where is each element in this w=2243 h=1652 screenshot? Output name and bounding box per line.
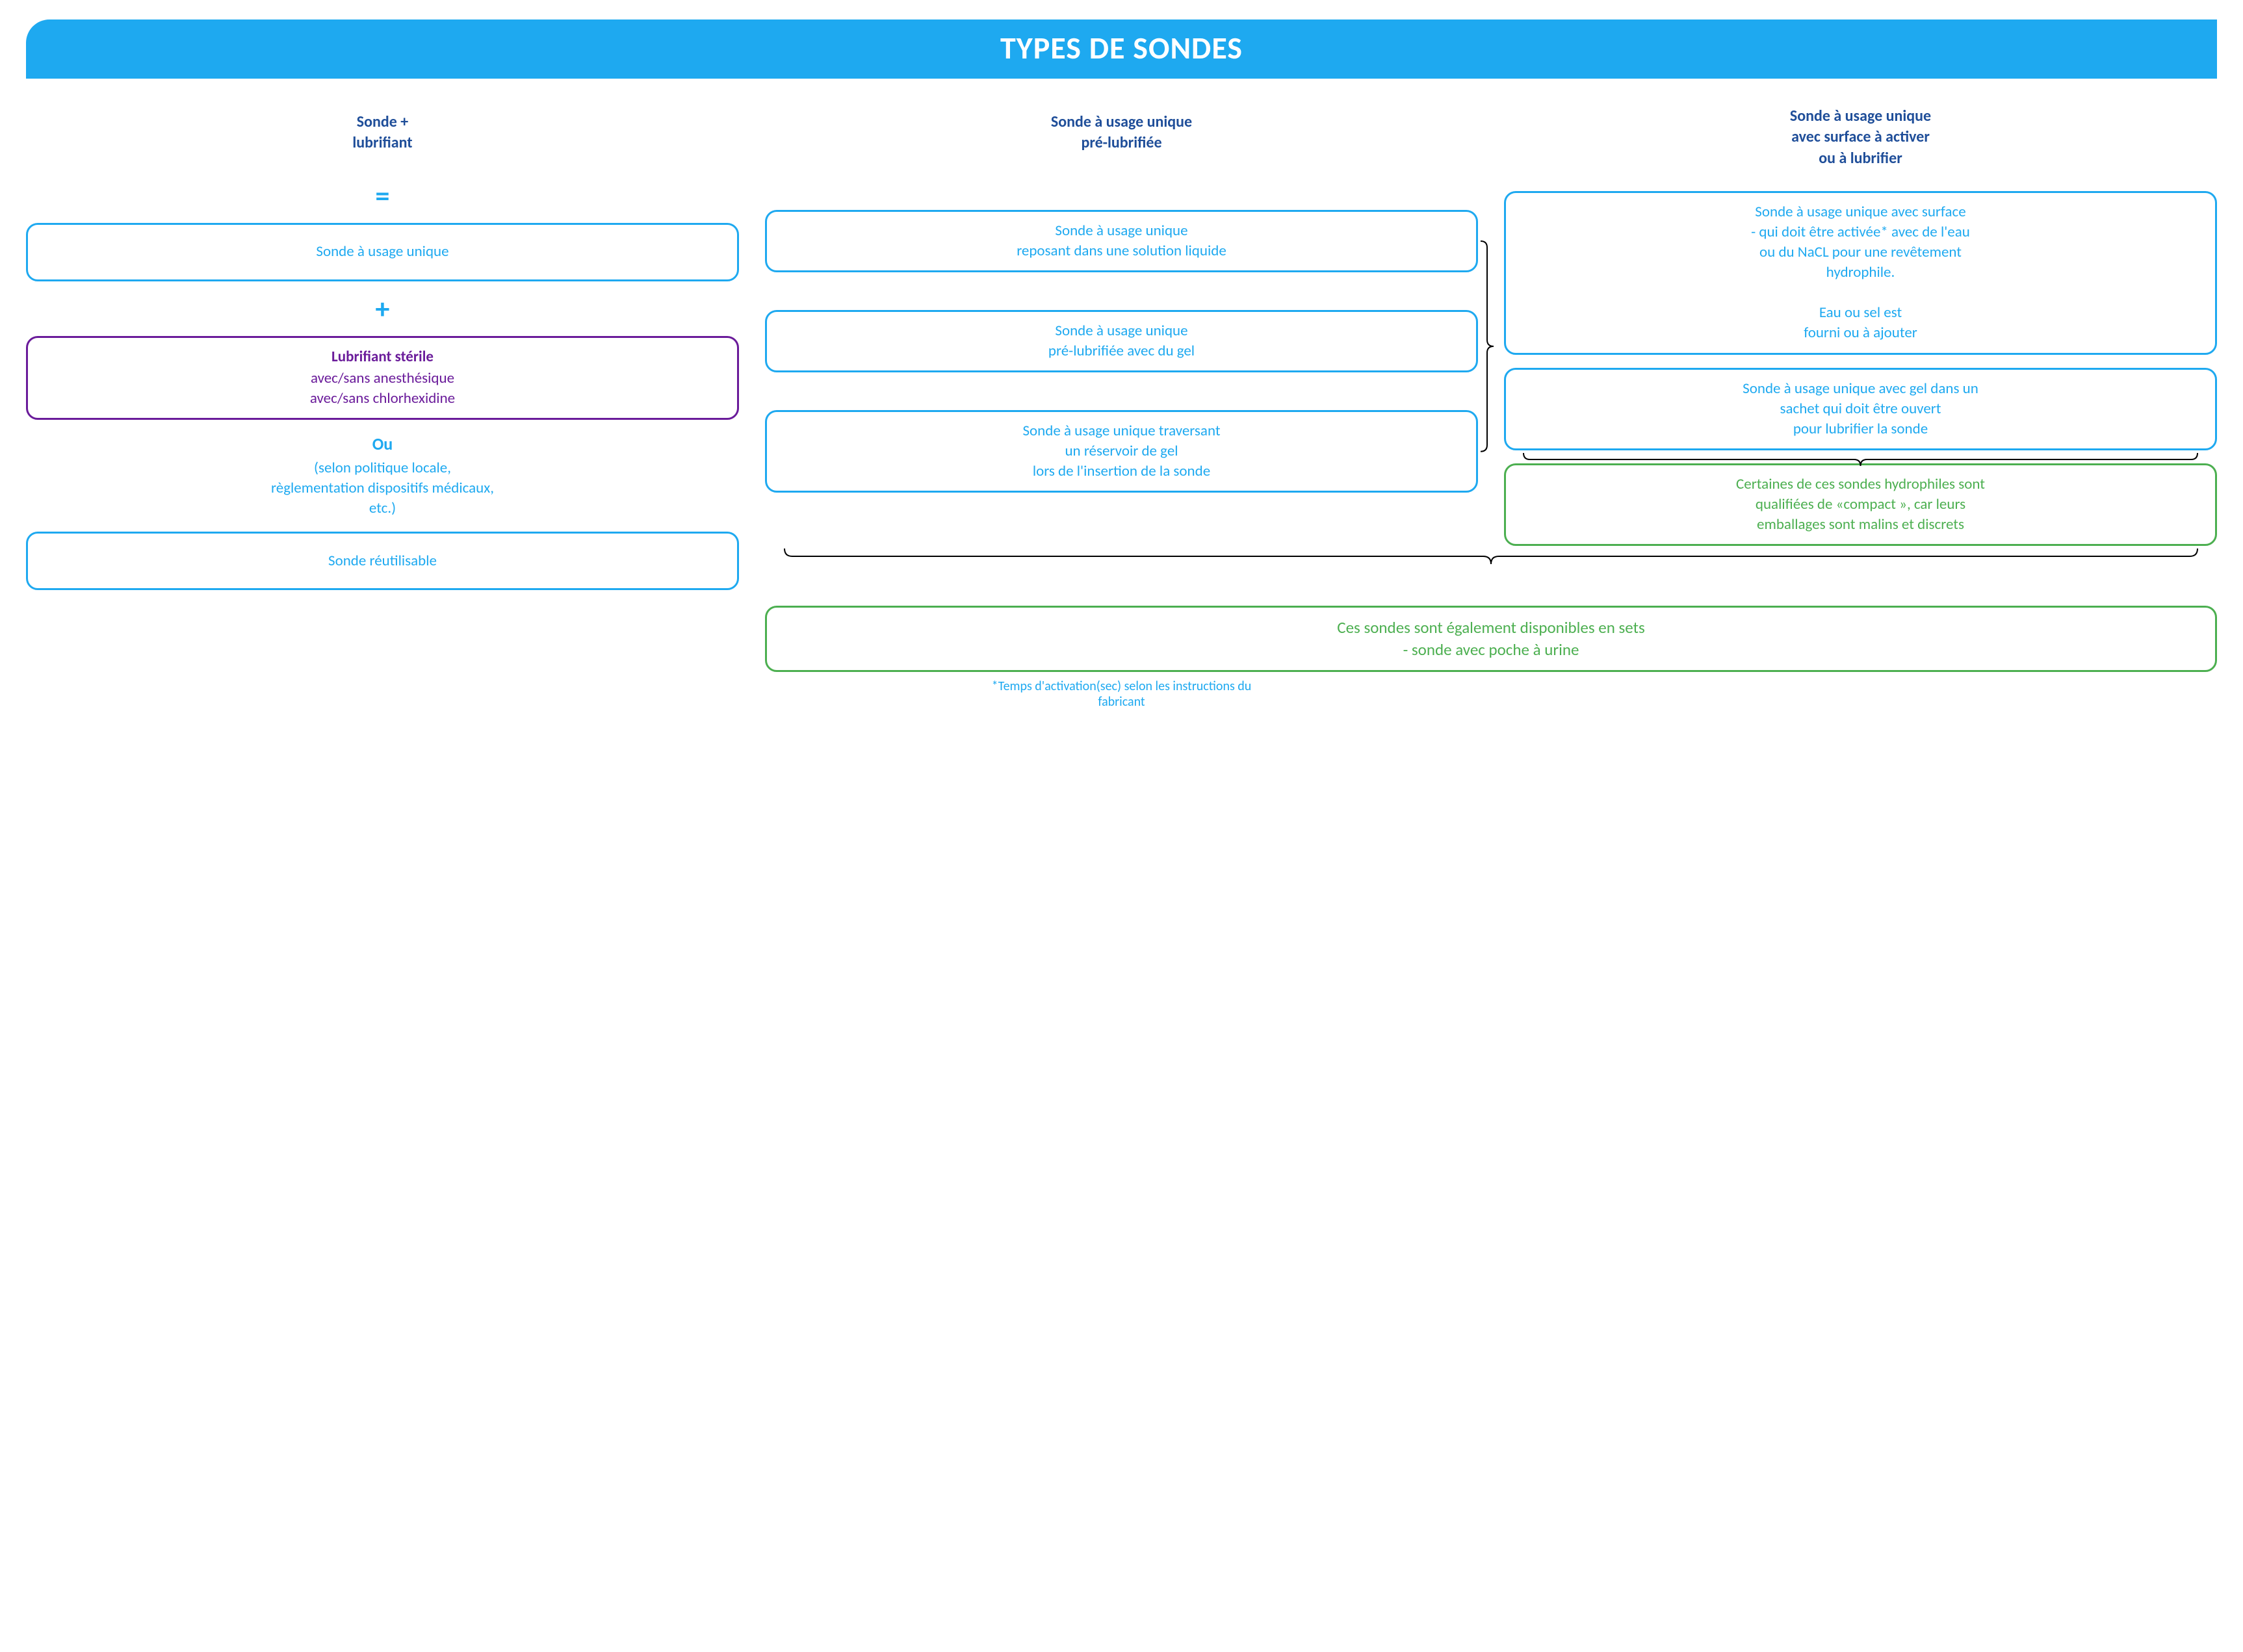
or-label: Ou bbox=[26, 433, 739, 456]
column-3: Sonde à usage uniqueavec surface à activ… bbox=[1504, 97, 2217, 590]
header-col3: Sonde à usage uniqueavec surface à activ… bbox=[1504, 97, 2217, 178]
column-1: Sonde +lubrifiant = Sonde à usage unique… bbox=[26, 97, 739, 590]
col2-box-reservoir-gel: Sonde à usage unique traversantun réserv… bbox=[765, 410, 1478, 493]
or-text: (selon politique locale,règlementation d… bbox=[271, 459, 494, 517]
header-col2: Sonde à usage uniquepré-lubrifiée bbox=[765, 97, 1478, 168]
col1-box-lubrifiant-detail: avec/sans anesthésiqueavec/sans chlorhex… bbox=[40, 368, 725, 409]
or-block: Ou (selon politique locale,règlementatio… bbox=[26, 433, 739, 519]
col1-box-usage-unique: Sonde à usage unique bbox=[26, 223, 739, 281]
col2-box-pre-lubrifiee-gel: Sonde à usage uniquepré-lubrifiée avec d… bbox=[765, 310, 1478, 372]
column-2: Sonde à usage uniquepré-lubrifiée Sonde … bbox=[765, 97, 1478, 590]
bottom-box-sets: Ces sondes sont également disponibles en… bbox=[765, 606, 2217, 672]
col1-box-reutilisable: Sonde réutilisable bbox=[26, 532, 739, 590]
brace-col2-col3 bbox=[1481, 241, 1503, 452]
col2-box-solution-liquide: Sonde à usage uniquereposant dans une so… bbox=[765, 210, 1478, 272]
title-bar: TYPES DE SONDES bbox=[26, 19, 2217, 79]
header-col1: Sonde +lubrifiant bbox=[26, 97, 739, 168]
col3-box-gel-sachet: Sonde à usage unique avec gel dans unsac… bbox=[1504, 368, 2217, 450]
plus-symbol: + bbox=[26, 294, 739, 323]
col3-box-hydrophile: Sonde à usage unique avec surface- qui d… bbox=[1504, 191, 2217, 354]
footnote: *Temps d'activation(sec) selon les instr… bbox=[26, 678, 2217, 710]
equals-symbol: = bbox=[26, 181, 739, 210]
diagram-grid: Sonde +lubrifiant = Sonde à usage unique… bbox=[26, 97, 2217, 672]
col1-box-lubrifiant-title: Lubrifiant stérile bbox=[40, 347, 725, 367]
col1-box-lubrifiant-sterile: Lubrifiant stérile avec/sans anesthésiqu… bbox=[26, 336, 739, 420]
col3-box-compact: Certaines de ces sondes hydrophiles sont… bbox=[1504, 463, 2217, 546]
